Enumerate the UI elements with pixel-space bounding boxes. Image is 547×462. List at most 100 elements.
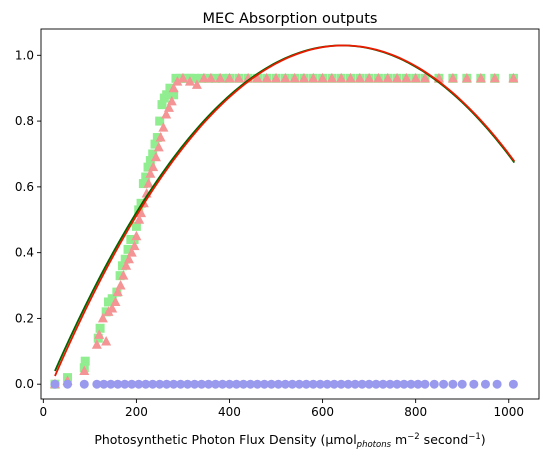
triangle-point [121,260,132,270]
triangle-point [107,303,118,313]
circle-point [266,379,276,389]
triangle-point [115,280,126,290]
triangle-point [233,72,244,83]
triangle-point [215,72,226,83]
square-point [107,294,117,304]
triangle-point [166,95,177,106]
square-point [190,73,200,83]
circle-point [378,379,388,389]
circle-point [457,379,467,389]
fit-curve-3 [54,44,516,372]
x-axis-label-subscript: photons [356,440,392,450]
triangle-point [91,339,102,349]
triangle-point [345,72,356,83]
triangle-point [150,151,161,162]
circle-point [420,379,430,389]
triangle-point [401,72,412,83]
triangle-point [131,230,142,241]
square-point [148,149,158,159]
circle-point [50,379,60,389]
triangle-point [252,72,263,83]
circle-point [469,379,479,389]
circle-point [120,379,130,389]
plot-frame [40,28,540,400]
circle-point [134,379,144,389]
triangle-point [447,72,458,83]
square-point [150,139,160,149]
square-point [171,73,181,83]
circle-point [106,379,116,389]
circle-point [413,379,423,389]
circle-point [439,379,449,389]
y-tick-label: 0.2 [15,311,34,325]
circle-point [364,379,374,389]
square-point [162,90,172,100]
circle-point [429,379,439,389]
circle-point [315,379,325,389]
triangle-point [134,214,145,224]
circle-point [480,379,490,389]
triangle-point [461,72,472,83]
square-point [123,244,133,254]
circle-point [308,379,318,389]
circle-point [162,379,172,389]
circle-point [371,379,381,389]
circle-point [287,379,297,389]
triangle-point [289,72,300,83]
triangle-point [298,72,309,83]
triangle-point [153,141,164,152]
triangle-point [489,72,500,83]
circle-point [238,379,248,389]
circle-point [301,379,311,389]
circle-point [357,379,367,389]
triangle-point [392,72,403,83]
square-point [117,261,127,271]
triangle-point [148,161,159,172]
triangle-point [308,72,319,83]
x-tick-label: 0 [40,405,48,419]
circle-point [280,379,290,389]
circle-point [148,379,158,389]
circle-point [79,379,89,389]
square-point [143,162,153,172]
circle-point [197,379,207,389]
triangle-point [261,72,272,83]
square-point [211,73,221,83]
circle-point [183,379,193,389]
circle-point [336,379,346,389]
circle-point [392,379,402,389]
plot-marks [49,72,519,389]
triangle-point [205,72,216,83]
circle-point [155,379,165,389]
square-point [141,172,151,182]
circle-point [169,379,179,389]
triangle-point [129,240,140,251]
circle-point [113,379,123,389]
circle-point [322,379,332,389]
circle-point [63,379,73,389]
triangle-point [143,178,154,188]
x-axis-label-unit-second: second [420,432,469,447]
triangle-point [126,247,137,257]
triangle-point [177,72,188,83]
y-axis-ticks: 0.0 0.2 0.4 0.6 0.8 1.0 [15,48,41,391]
square-point [152,133,162,143]
x-axis-label: Photosynthetic Photon Flux Density (µmol… [94,432,485,450]
triangle-point [373,72,384,83]
y-tick-label: 0.0 [15,377,34,391]
square-point [169,90,179,100]
square-point [145,156,155,166]
circle-point [224,379,234,389]
circle-point [218,379,228,389]
circle-point [448,379,458,389]
triangle-point [79,365,90,376]
circle-point [245,379,255,389]
circle-point [259,379,269,389]
circle-point [343,379,353,389]
circle-point [190,379,200,389]
circle-point [141,379,151,389]
triangle-point [410,72,421,83]
x-axis-label-close: ) [481,432,486,447]
circle-point [252,379,262,389]
